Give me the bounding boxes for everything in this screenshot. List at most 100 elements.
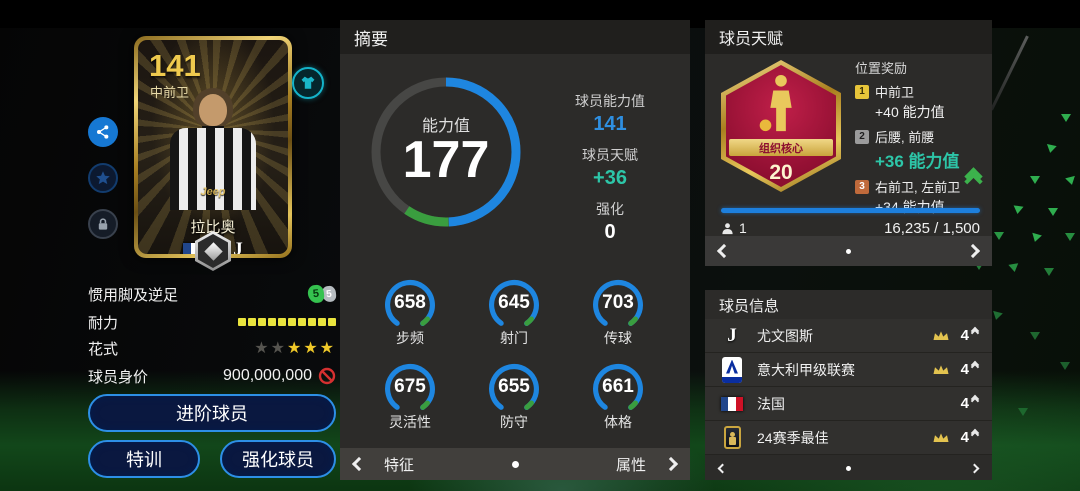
prev-talent-chevron[interactable]	[716, 243, 732, 259]
confetti-triangle	[1065, 233, 1075, 241]
confetti-triangle	[1045, 144, 1057, 154]
kit-toggle-button[interactable]	[292, 67, 324, 99]
prev-info-chevron[interactable]	[717, 463, 728, 473]
star-icon: ★	[286, 340, 304, 357]
crown-icon	[933, 365, 949, 374]
summary-header: 摘要	[340, 20, 690, 54]
confetti-triangle	[1060, 362, 1070, 370]
player-head	[199, 94, 227, 126]
rank-value: 4	[960, 327, 969, 344]
ovr-gauge: 能力值 177	[366, 72, 526, 232]
confetti-triangle	[1048, 208, 1058, 216]
summary-pager: 特征 属性	[340, 448, 690, 480]
info-row-league[interactable]: 意大利甲级联赛 4	[705, 353, 992, 387]
tab-traits[interactable]: 特征	[384, 456, 415, 474]
player-jersey-stripes	[170, 128, 256, 210]
jersey-sponsor-text: Jeep	[200, 186, 226, 198]
next-info-chevron[interactable]	[969, 463, 980, 473]
bonus-item: 2 后腰, 前腰 +36 能力值	[855, 127, 985, 172]
confetti-triangle	[991, 310, 1003, 322]
confetti-triangle	[1012, 205, 1024, 215]
rank-value: 4	[960, 429, 969, 446]
gauge-arc	[593, 363, 643, 414]
info-row-nation[interactable]: 法国 4	[705, 387, 992, 421]
rank-value: 4	[960, 395, 969, 412]
value-label: 球员身价	[88, 368, 149, 386]
info-pager	[705, 456, 992, 480]
skill-stars: ★★★★★	[254, 338, 336, 358]
page-dot	[846, 248, 851, 254]
talent-title: 球员天赋	[719, 31, 784, 48]
gauge-arc	[489, 363, 539, 414]
confetti-triangle	[1018, 408, 1028, 416]
confetti-triangle	[1044, 268, 1054, 276]
skill-row: 花式 ★★★★★	[88, 336, 336, 360]
next-talent-chevron[interactable]	[965, 243, 981, 259]
share-button[interactable]	[88, 117, 118, 147]
stat-label: 强化	[596, 201, 624, 217]
advance-player-button[interactable]: 进阶球员	[88, 394, 336, 432]
talent-progress-row: 1 16,235 / 1,500	[721, 218, 980, 238]
summary-side-stats: 球员能力值 141 球员天赋 +36 强化 0	[545, 82, 675, 244]
summary-panel: 摘要 能力值 177 球员能力值 141 球员天赋 +36 强化 0 658 步…	[340, 20, 690, 480]
rank-up-chevrons-icon	[964, 167, 983, 191]
talent-pager	[705, 236, 992, 266]
page-dot	[846, 465, 851, 471]
confetti-triangle	[1030, 176, 1040, 184]
stat-gauge-defending: 655 防守	[462, 360, 566, 432]
info-row-program[interactable]: 24赛季最佳 4	[705, 421, 992, 455]
prev-page-chevron[interactable]	[351, 456, 367, 472]
next-page-chevron[interactable]	[663, 456, 679, 472]
gauge-arc	[385, 279, 435, 330]
owner-icon	[722, 222, 733, 234]
confetti-triangle	[1065, 175, 1077, 187]
info-row-club[interactable]: J 尤文图斯 4	[705, 319, 992, 353]
rank-up-icon	[970, 394, 980, 406]
position-bonus-list: 位置奖励 1 中前卫 +40 能力值 2 后腰, 前腰 +36 能力值 3 右前…	[855, 58, 985, 222]
stat-value: 0	[604, 221, 616, 243]
player-value: 900,000,000	[223, 367, 312, 384]
rank-3-badge: 3	[855, 179, 869, 194]
crown-icon	[933, 433, 949, 442]
bonus-header: 位置奖励	[855, 61, 908, 76]
no-trade-icon	[318, 367, 336, 385]
badge-level: 20	[769, 161, 793, 184]
stat-gauge-shooting: 645 射门	[462, 276, 566, 348]
serie-a-logo-icon	[722, 356, 742, 383]
star-icon	[96, 171, 110, 185]
favorite-button[interactable]	[88, 163, 118, 193]
lock-button[interactable]	[88, 209, 118, 239]
stat-gauges: 658 步频 645 射门 703 传球	[358, 276, 672, 444]
summary-title: 摘要	[354, 29, 388, 49]
special-training-button[interactable]: 特训	[88, 440, 200, 478]
jersey-icon	[301, 76, 315, 89]
juventus-logo-icon: J	[727, 324, 737, 346]
tab-attributes[interactable]: 属性	[615, 456, 646, 474]
stamina-label: 耐力	[88, 314, 119, 332]
player-card-art: 141 中前卫 Jeep 拉比奥 J	[138, 40, 288, 254]
enhance-player-button[interactable]: 强化球员	[220, 440, 336, 478]
star-icon: ★	[319, 340, 336, 357]
rank-up-icon	[970, 360, 980, 372]
talent-progress-bar	[721, 208, 980, 213]
share-icon	[97, 125, 109, 139]
stat-gauge-physical: 661 体格	[566, 360, 670, 432]
stat-gauge-pace: 658 步频	[358, 276, 462, 348]
rank-up-icon	[970, 428, 980, 440]
stamina-row: 耐力	[88, 310, 336, 334]
talent-badge[interactable]: 组织核心 20	[721, 60, 841, 192]
rank-up-icon	[970, 326, 980, 338]
rank-2-badge: 2	[855, 129, 869, 144]
stat-gauge-passing: 703 传球	[566, 276, 670, 348]
stat-label: 球员能力值	[575, 93, 645, 109]
confetti-triangle	[994, 232, 1004, 240]
star-icon: ★	[270, 340, 287, 357]
ovr-gauge-label: 能力值	[421, 118, 470, 135]
player-name: 拉比奥	[190, 219, 236, 236]
gauge-arc	[489, 279, 539, 330]
confetti-triangle	[1008, 263, 1020, 273]
player-card[interactable]: 141 中前卫 Jeep 拉比奥 J	[134, 36, 292, 271]
bonus-item: 1 中前卫 +40 能力值	[855, 82, 985, 122]
stat-value: +36	[593, 167, 627, 189]
owned-count: 1	[739, 220, 747, 236]
